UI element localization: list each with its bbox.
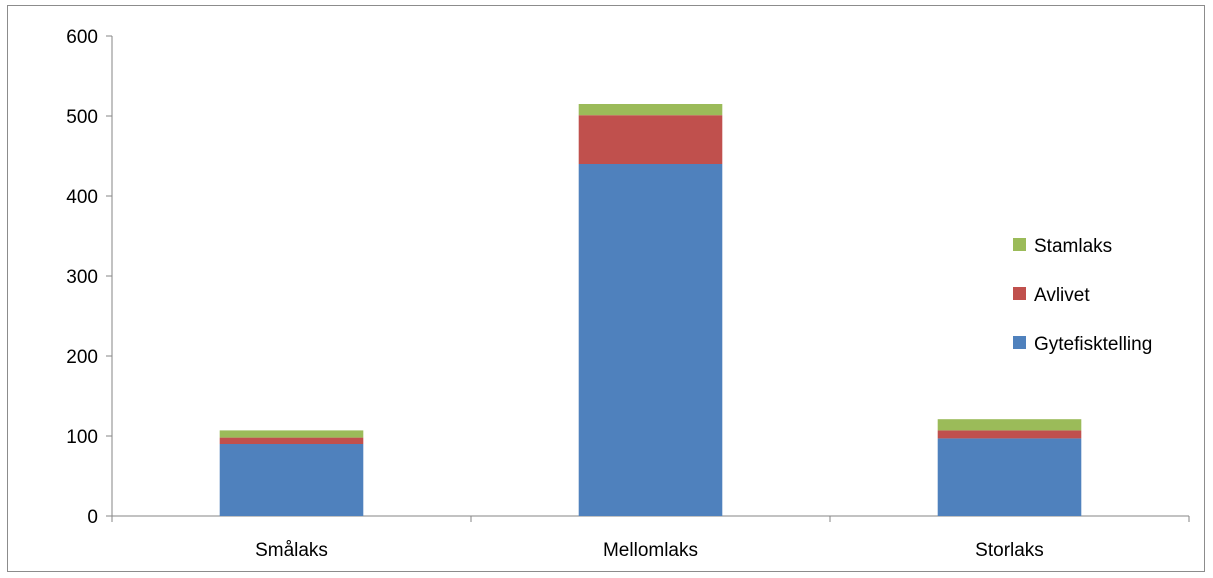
y-tick-label: 100 <box>66 427 98 448</box>
bar-segment-avlivet <box>578 115 723 164</box>
x-tick-label: Mellomlaks <box>603 540 698 561</box>
legend-label-avlivet: Avlivet <box>1034 285 1090 306</box>
bar-segment-stamlaks <box>219 430 364 438</box>
y-tick-label: 600 <box>66 27 98 48</box>
y-tick-label: 400 <box>66 187 98 208</box>
legend-label-gytefisktelling: Gytefisktelling <box>1034 334 1152 355</box>
legend-swatch-gytefisktelling <box>1013 336 1026 349</box>
x-tick-label: Smålaks <box>255 540 328 561</box>
x-axis: Smålaks Mellomlaks Storlaks <box>111 515 1190 561</box>
bar-segment-gytefisktelling <box>937 438 1082 516</box>
bar-segment-gytefisktelling <box>578 164 723 516</box>
x-tick-label: Storlaks <box>975 540 1044 561</box>
bar-segment-avlivet <box>219 437 364 444</box>
y-tick-label: 0 <box>87 507 98 528</box>
bar-segment-stamlaks <box>937 419 1082 431</box>
bar-segment-avlivet <box>937 430 1082 439</box>
legend: Stamlaks Avlivet Gytefisktelling <box>1013 236 1152 355</box>
bar-segment-stamlaks <box>578 104 723 116</box>
y-tick-label: 200 <box>66 347 98 368</box>
y-axis: 0 100 200 300 400 500 600 <box>66 27 113 528</box>
y-tick-label: 300 <box>66 267 98 288</box>
y-tick-label: 500 <box>66 107 98 128</box>
legend-swatch-avlivet <box>1013 287 1026 300</box>
bar-segment-gytefisktelling <box>219 444 364 516</box>
legend-swatch-stamlaks <box>1013 238 1026 251</box>
bars <box>219 104 1082 516</box>
legend-label-stamlaks: Stamlaks <box>1034 236 1112 257</box>
